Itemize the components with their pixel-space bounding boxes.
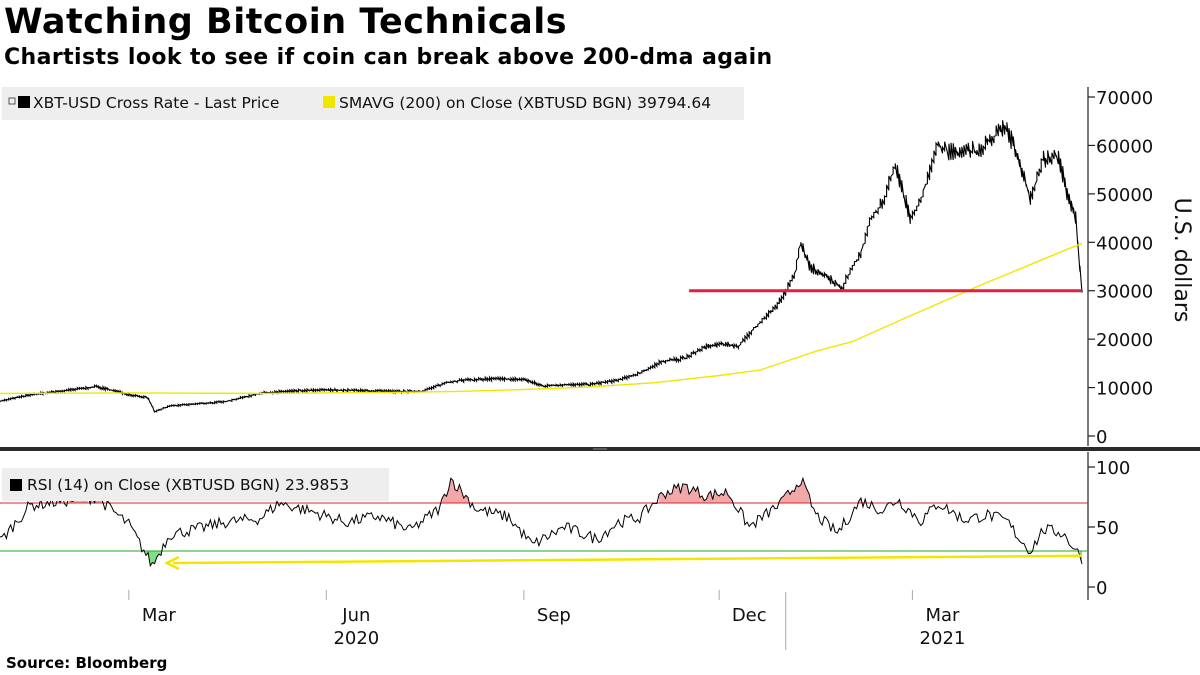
- x-month-label: Mar: [925, 605, 960, 626]
- rsi-legend-label: RSI (14) on Close (XBTUSD BGN) 23.9853: [27, 476, 349, 494]
- chart-title: Watching Bitcoin Technicals: [4, 2, 568, 42]
- price-legend-swatch: [18, 96, 30, 108]
- rsi-y-tick-label: 50: [1096, 518, 1119, 539]
- x-year-label: 2020: [333, 628, 379, 649]
- price-series-line: [0, 120, 1083, 413]
- x-month-label: Sep: [537, 605, 571, 626]
- price-y-tick-label: 40000: [1096, 233, 1153, 254]
- price-y-tick-label: 60000: [1096, 136, 1153, 157]
- price-legend-box: [2, 87, 744, 120]
- price-y-tick-label: 50000: [1096, 185, 1153, 206]
- sma-legend-swatch: [323, 96, 335, 108]
- price-y-tick-label: 0: [1096, 427, 1107, 448]
- rsi-y-tick-label: 100: [1096, 458, 1130, 479]
- rsi-overbought-fill: [442, 478, 468, 503]
- price-y-tick-label: 20000: [1096, 330, 1153, 351]
- rsi-series-line: [0, 476, 1083, 568]
- rsi-overbought-fill: [659, 483, 733, 503]
- rsi-overbought-fill: [779, 478, 810, 503]
- legend-expand-icon: [8, 97, 16, 105]
- sma-series-line: [0, 242, 1083, 395]
- x-month-label: Dec: [732, 605, 767, 626]
- rsi-legend-box: [2, 468, 389, 501]
- rsi-y-tick-label: 0: [1096, 578, 1107, 599]
- rsi-legend-swatch: [10, 479, 22, 491]
- sma-legend-label: SMAVG (200) on Close (XBTUSD BGN) 39794.…: [339, 94, 711, 112]
- price-y-tick-label: 30000: [1096, 282, 1153, 303]
- chart-subtitle: Chartists look to see if coin can break …: [4, 45, 773, 70]
- price-legend-label: XBT-USD Cross Rate - Last Price: [33, 94, 279, 112]
- x-month-label: Jun: [341, 605, 370, 626]
- rsi-arrow-head: [164, 555, 180, 571]
- x-month-label: Mar: [142, 605, 177, 626]
- rsi-arrow-shaft: [172, 554, 1083, 565]
- x-year-label: 2021: [920, 628, 966, 649]
- price-y-tick-label: 70000: [1096, 88, 1153, 109]
- source-note: Source: Bloomberg: [6, 654, 168, 672]
- plot-area: 0 10000 20000 30000 40000 50000 60000 70000 0 50 1…: [0, 87, 1200, 650]
- price-y-tick-label: 10000: [1096, 379, 1153, 400]
- price-y-axis-label: U.S. dollars: [1169, 198, 1194, 323]
